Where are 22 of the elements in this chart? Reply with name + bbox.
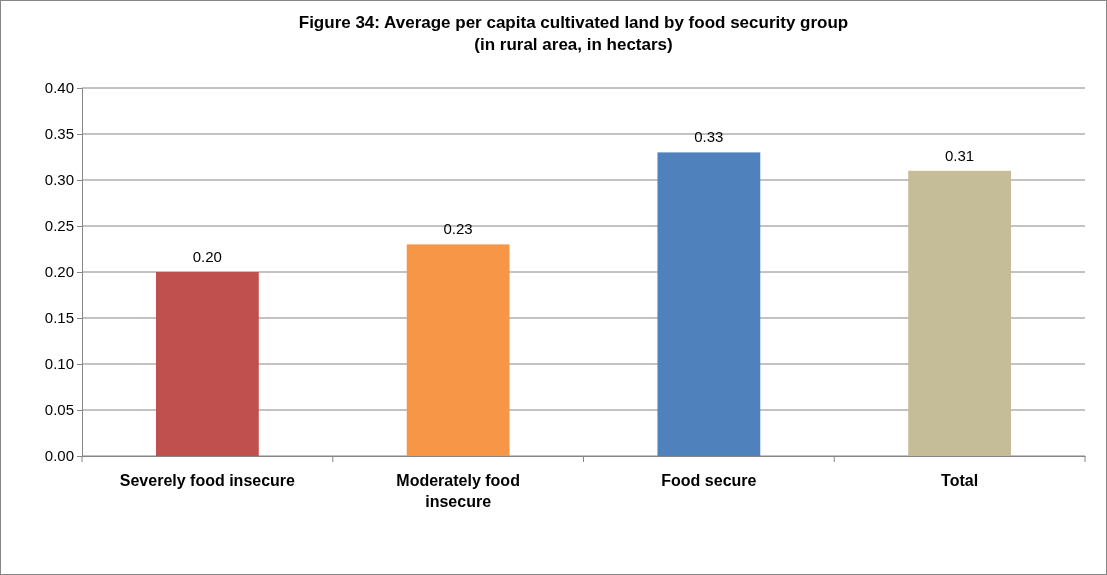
y-tick-label: 0.15	[44, 309, 74, 327]
x-tick-label: Moderately food insecure	[396, 472, 520, 510]
data-label: 0.23	[443, 220, 473, 238]
x-tick-label: Severely food insecure	[119, 472, 296, 489]
y-tick-label: 0.00	[44, 447, 74, 465]
chart-title: Figure 34: Average per capita cultivated land by food security group (in rural area, in hectars)	[298, 13, 849, 54]
x-tick-label: Food secure	[661, 472, 757, 489]
bar	[155, 272, 259, 456]
data-label: 0.31	[945, 146, 975, 164]
y-tick-label: 0.05	[44, 401, 74, 419]
y-tick-label: 0.25	[44, 217, 74, 235]
y-tick-label: 0.10	[44, 355, 74, 373]
x-tick-label: Total	[941, 472, 979, 489]
data-label: 0.20	[192, 248, 222, 265]
data-label: 0.33	[694, 128, 724, 146]
y-tick-label: 0.20	[44, 263, 74, 281]
y-tick-label: 0.40	[44, 79, 74, 97]
bar	[908, 170, 1012, 456]
y-tick-label: 0.35	[44, 125, 74, 143]
y-tick-label: 0.30	[44, 171, 74, 189]
bar	[406, 244, 510, 456]
bar	[657, 152, 761, 456]
